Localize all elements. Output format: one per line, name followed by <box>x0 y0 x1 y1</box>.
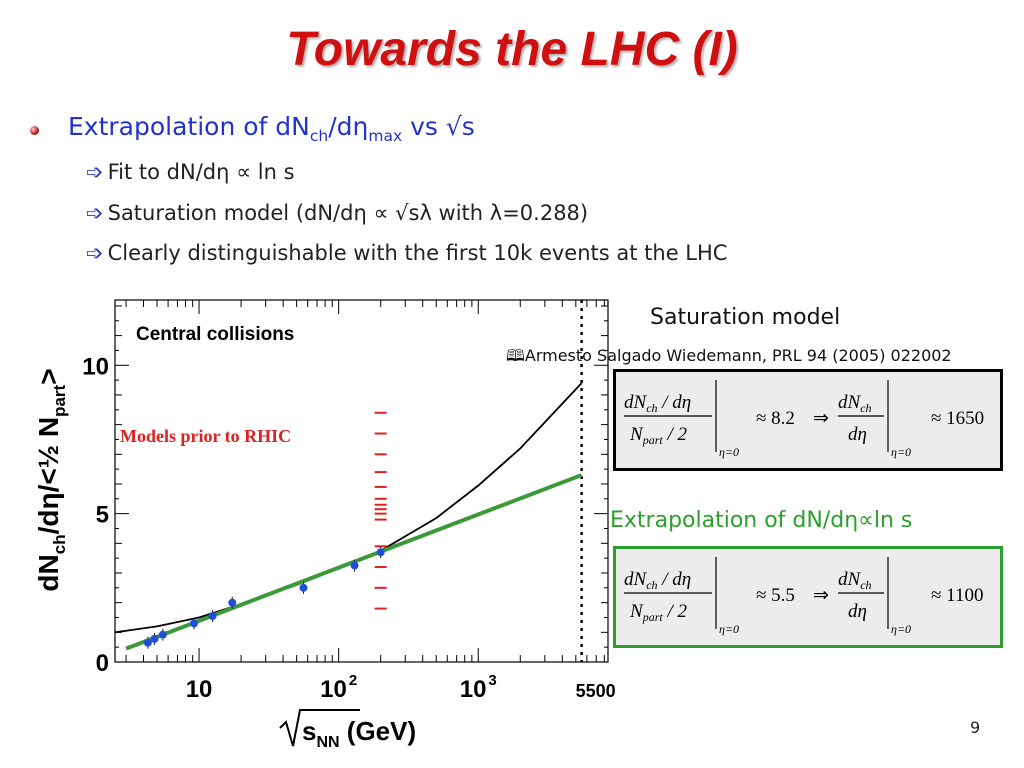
y-axis-label: dNch/dη/<½ Npart> <box>33 368 69 591</box>
sub-bullet-text: Clearly distinguishable with the first 1… <box>107 241 728 265</box>
svg-text:Npart / 2: Npart / 2 <box>629 424 687 447</box>
ln-formula: dNch / dη Npart / 2 η=0 ≈ 5.5 ⇒ dNch dη … <box>624 557 983 636</box>
saturation-label: Saturation model <box>650 305 841 330</box>
x-tick-labels: 10 10 2 10 3 <box>186 672 497 703</box>
arrow-icon: ➩ <box>86 201 104 225</box>
data-point <box>228 598 237 607</box>
multiplicity-chart: Central collisions Models prior to RHIC … <box>33 299 616 751</box>
reference-text: Armesto Salgado Wiedemann, PRL 94 (2005)… <box>524 346 952 365</box>
main-bullet-text: Extrapolation of dNch/dηmax vs √s <box>68 112 475 145</box>
book-icon: 🕮 <box>506 346 525 365</box>
svg-text:dη: dη <box>848 424 867 445</box>
data-points <box>143 546 385 649</box>
svg-text:η=0: η=0 <box>891 445 911 459</box>
saturation-formula: dNch / dη Npart / 2 η=0 ≈ 8.2 ⇒ dNch dη … <box>624 380 984 459</box>
data-point <box>189 619 198 628</box>
svg-text:η=0: η=0 <box>719 445 739 459</box>
svg-text:≈ 1650: ≈ 1650 <box>931 408 984 429</box>
x-tick-label: 10 2 <box>320 672 357 703</box>
x-tick-label: 10 3 <box>460 672 497 703</box>
sub-bullet-text: Saturation model (dN/dη ∝ √sλ with λ=0.2… <box>107 201 589 225</box>
models-annotation: Models prior to RHIC <box>120 426 291 446</box>
x-tick-label: 10 <box>186 676 213 703</box>
svg-text:≈ 1100: ≈ 1100 <box>931 585 983 606</box>
page-number: 9 <box>970 718 981 737</box>
reference: 🕮Armesto Salgado Wiedemann, PRL 94 (2005… <box>506 345 952 372</box>
svg-text:≈ 8.2: ≈ 8.2 <box>756 408 795 429</box>
svg-text:dη: dη <box>848 601 867 622</box>
sub-bullet-1: ➩ Fit to dN/dη ∝ ln s <box>86 160 295 184</box>
data-point <box>350 561 359 570</box>
bullet-text-pre: Extrapolation of dN <box>68 112 310 141</box>
y-tick-marks <box>115 305 608 663</box>
bullet-dot-icon <box>30 126 39 135</box>
sub-bullet-3: ➩ Clearly distinguishable with the first … <box>86 241 727 265</box>
svg-text:dNch / dη: dNch / dη <box>624 392 691 415</box>
arrow-icon: ➩ <box>86 241 104 265</box>
bullet-sub-ch: ch <box>309 127 329 145</box>
y-tick-label: 5 <box>96 502 109 529</box>
sub-bullet-2: ➩ Saturation model (dN/dη ∝ √sλ with λ=0.… <box>86 201 588 225</box>
svg-text:dNch: dNch <box>838 392 872 415</box>
svg-text:Npart / 2: Npart / 2 <box>629 601 687 624</box>
lhc-energy-label: 5500 <box>576 681 616 701</box>
y-tick-labels: 0 5 10 <box>82 353 109 677</box>
svg-text:dNch: dNch <box>838 569 872 592</box>
saturation-formula-box: dNch / dη Npart / 2 η=0 ≈ 8.2 ⇒ dNch dη … <box>613 369 1003 471</box>
y-tick-label: 0 <box>96 650 109 677</box>
data-point <box>150 634 159 643</box>
svg-text:⇒: ⇒ <box>813 585 829 606</box>
slide-title: Towards the LHC (I) <box>286 23 738 76</box>
x-axis-label: sNN (GeV) <box>279 709 416 751</box>
bullet-text-mid: /dη <box>328 112 369 141</box>
sub-bullet-text: Fit to dN/dη ∝ ln s <box>107 160 295 184</box>
x-tick-marks <box>125 300 605 662</box>
svg-text:η=0: η=0 <box>891 622 911 636</box>
arrow-icon: ➩ <box>86 160 104 184</box>
bullet-text-post: vs √s <box>402 112 475 141</box>
svg-text:η=0: η=0 <box>719 622 739 636</box>
y-tick-label: 10 <box>82 353 109 380</box>
data-point <box>158 630 167 639</box>
plot-frame <box>114 299 609 663</box>
data-point <box>143 638 152 647</box>
svg-text:sNN (GeV): sNN (GeV) <box>302 716 416 751</box>
ln-extrapolation-label: Extrapolation of dN/dη∝ln s <box>610 508 913 533</box>
bullet-sub-max: max <box>368 127 403 145</box>
svg-text:⇒: ⇒ <box>813 408 829 429</box>
svg-text:≈ 5.5: ≈ 5.5 <box>756 585 795 606</box>
ln-formula-box: dNch / dη Npart / 2 η=0 ≈ 5.5 ⇒ dNch dη … <box>613 546 1003 648</box>
data-point <box>376 548 385 557</box>
data-point <box>299 583 308 592</box>
svg-text:dNch / dη: dNch / dη <box>624 569 691 592</box>
svg-text:dNch/dη/<½ Npart>: dNch/dη/<½ Npart> <box>33 368 69 591</box>
chart-title: Central collisions <box>136 324 294 345</box>
data-point <box>208 612 217 621</box>
